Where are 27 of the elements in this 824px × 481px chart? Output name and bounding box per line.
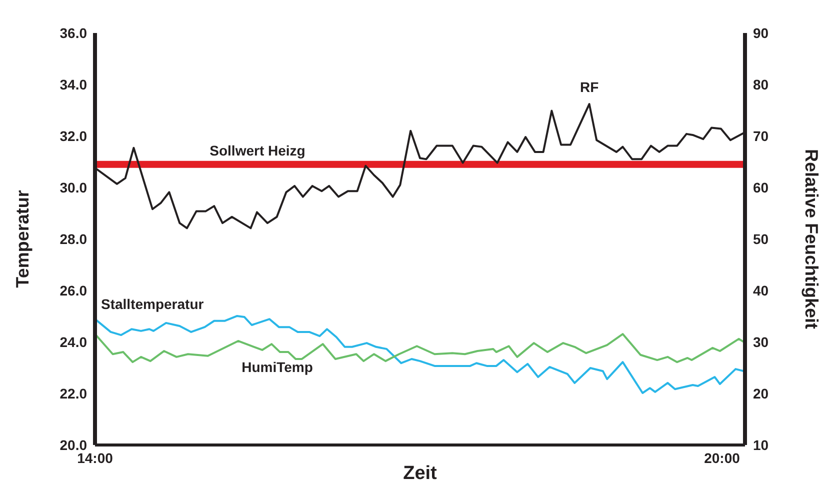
ref-line-label: Sollwert Heizg: [210, 142, 306, 158]
series-label: Stalltemperatur: [101, 296, 204, 312]
y2-axis-title: Relative Feuchtigkeit: [802, 148, 822, 330]
y2-tick-label: 70: [753, 128, 769, 144]
y-tick-label: 36.0: [60, 24, 88, 41]
y-tick-label: 24.0: [60, 334, 88, 350]
y2-tick-label: 20: [753, 385, 769, 402]
y-tick-label: 22.0: [60, 385, 88, 402]
y2-tick-label: 90: [753, 24, 769, 41]
series-label: HumiTemp: [242, 359, 313, 376]
series-label: RF: [580, 79, 600, 96]
y2-tick-label: 80: [753, 76, 769, 92]
x-tick-label: 20:00: [704, 450, 740, 466]
y-tick-label: 34.0: [60, 76, 88, 92]
y-tick-label: 28.0: [60, 230, 88, 247]
y-tick-label: 30.0: [60, 179, 88, 196]
line-series: [95, 314, 745, 394]
x-axis-title: Zeit: [403, 463, 438, 481]
y-tick-label: 26.0: [60, 282, 88, 298]
y2-tick-label: 10: [753, 436, 769, 453]
y2-tick-label: 30: [753, 334, 769, 350]
y2-tick-label: 60: [753, 179, 769, 196]
y-tick-label: 32.0: [60, 128, 88, 144]
y-axis-title: Temperatur: [12, 190, 32, 288]
y2-tick-label: 50: [753, 230, 769, 247]
y2-tick-label: 40: [753, 282, 769, 298]
line-series: [95, 333, 745, 364]
